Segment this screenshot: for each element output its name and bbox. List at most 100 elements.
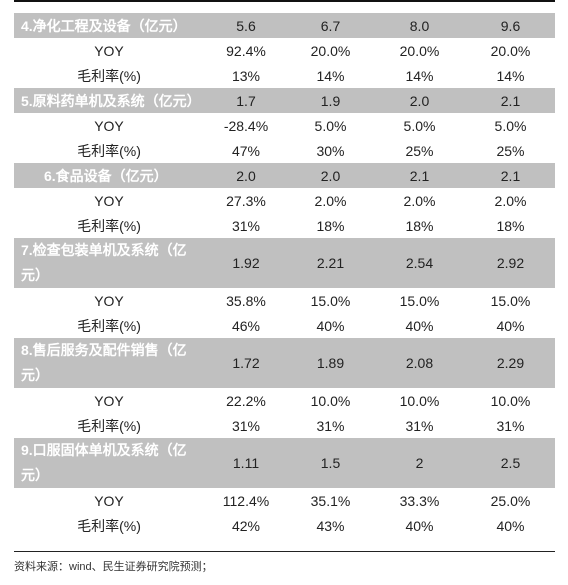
margin-label: 毛利率(%) — [77, 417, 141, 434]
section-title: 6.食品设备（亿元） — [14, 163, 204, 188]
section-title: 5.原料药单机及系统（亿元） — [14, 88, 204, 113]
margin-cell: 31% — [231, 417, 261, 434]
yoy-cell: -28.4% — [223, 117, 269, 134]
yoy-cell: 20.0% — [310, 42, 351, 59]
margin-row: 毛利率(%) 31% 18% 18% 18% — [14, 213, 555, 238]
yoy-label: YOY — [94, 492, 124, 509]
yoy-label: YOY — [94, 392, 124, 409]
value-cell: 1.9 — [288, 88, 373, 113]
yoy-cell: 33.3% — [399, 492, 440, 509]
yoy-row: YOY -28.4% 5.0% 5.0% 5.0% — [14, 113, 555, 138]
yoy-cell: 25.0% — [490, 492, 531, 509]
yoy-cell: 15.0% — [490, 292, 531, 309]
margin-label: 毛利率(%) — [77, 317, 141, 334]
section-header-row: 7.检查包装单机及系统（亿元） 1.92 2.21 2.54 2.92 — [14, 238, 555, 288]
margin-row: 毛利率(%) 47% 30% 25% 25% — [14, 138, 555, 163]
value-cell: 5.6 — [204, 13, 288, 38]
margin-row: 毛利率(%) 42% 43% 40% 40% — [14, 513, 555, 538]
margin-cell: 14% — [405, 67, 434, 84]
value-cell: 1.7 — [204, 88, 288, 113]
yoy-cell: 2.0% — [314, 192, 347, 209]
yoy-cell: 112.4% — [222, 492, 270, 509]
margin-cell: 42% — [231, 517, 261, 534]
margin-cell: 43% — [316, 517, 345, 534]
margin-cell: 31% — [316, 417, 345, 434]
section-title: 9.口服固体单机及系统（亿元） — [14, 438, 204, 488]
margin-cell: 30% — [316, 142, 345, 159]
margin-label: 毛利率(%) — [77, 517, 141, 534]
section-title: 4.净化工程及设备（亿元） — [14, 13, 204, 38]
yoy-row: YOY 112.4% 35.1% 33.3% 25.0% — [14, 488, 555, 513]
section-header-row: 4.净化工程及设备（亿元） 5.6 6.7 8.0 9.6 — [14, 13, 555, 38]
value-cell: 2.0 — [288, 163, 373, 188]
margin-label: 毛利率(%) — [77, 217, 141, 234]
value-cell: 2.0 — [373, 88, 466, 113]
yoy-cell: 35.1% — [310, 492, 351, 509]
value-cell: 2 — [373, 438, 466, 488]
forecast-table: 4.净化工程及设备（亿元） 5.6 6.7 8.0 9.6 YOY 92.4% … — [14, 13, 555, 538]
margin-cell: 40% — [316, 317, 345, 334]
margin-cell: 46% — [231, 317, 261, 334]
value-cell: 1.72 — [204, 338, 288, 388]
value-cell: 2.21 — [288, 238, 373, 288]
section-header-row: 5.原料药单机及系统（亿元） 1.7 1.9 2.0 2.1 — [14, 88, 555, 113]
yoy-cell: 22.2% — [226, 392, 266, 409]
value-cell: 9.6 — [466, 13, 555, 38]
section-title: 8.售后服务及配件销售（亿元） — [14, 338, 204, 388]
margin-cell: 31% — [231, 217, 261, 234]
yoy-row: YOY 92.4% 20.0% 20.0% 20.0% — [14, 38, 555, 63]
margin-row: 毛利率(%) 31% 31% 31% 31% — [14, 413, 555, 438]
yoy-label: YOY — [94, 42, 124, 59]
top-rule — [14, 0, 555, 2]
value-cell: 2.1 — [466, 88, 555, 113]
yoy-cell: 27.3% — [226, 192, 266, 209]
yoy-cell: 5.0% — [314, 117, 347, 134]
yoy-cell: 15.0% — [399, 292, 440, 309]
margin-cell: 14% — [496, 67, 525, 84]
value-cell: 2.1 — [466, 163, 555, 188]
yoy-cell: 35.8% — [226, 292, 266, 309]
margin-cell: 13% — [231, 67, 261, 84]
margin-cell: 18% — [496, 217, 525, 234]
yoy-cell: 10.0% — [490, 392, 531, 409]
margin-cell: 40% — [405, 517, 434, 534]
yoy-label: YOY — [94, 117, 124, 134]
yoy-row: YOY 22.2% 10.0% 10.0% 10.0% — [14, 388, 555, 413]
yoy-cell: 2.0% — [403, 192, 436, 209]
yoy-cell: 10.0% — [399, 392, 440, 409]
margin-label: 毛利率(%) — [77, 67, 141, 84]
yoy-cell: 20.0% — [399, 42, 440, 59]
value-cell: 2.08 — [373, 338, 466, 388]
section-header-row: 6.食品设备（亿元） 2.0 2.0 2.1 2.1 — [14, 163, 555, 188]
margin-cell: 25% — [496, 142, 525, 159]
yoy-row: YOY 35.8% 15.0% 15.0% 15.0% — [14, 288, 555, 313]
margin-row: 毛利率(%) 46% 40% 40% 40% — [14, 313, 555, 338]
value-cell: 2.5 — [466, 438, 555, 488]
value-cell: 2.1 — [373, 163, 466, 188]
yoy-cell: 2.0% — [494, 192, 527, 209]
margin-cell: 40% — [496, 517, 525, 534]
value-cell: 1.89 — [288, 338, 373, 388]
value-cell: 6.7 — [288, 13, 373, 38]
margin-cell: 31% — [405, 417, 434, 434]
source-note: 资料来源：wind、民生证券研究院预测； — [14, 551, 555, 574]
value-cell: 2.29 — [466, 338, 555, 388]
margin-cell: 47% — [231, 142, 261, 159]
margin-cell: 31% — [496, 417, 525, 434]
yoy-label: YOY — [94, 292, 124, 309]
margin-cell: 18% — [316, 217, 345, 234]
margin-cell: 40% — [405, 317, 434, 334]
yoy-cell: 92.4% — [226, 42, 266, 59]
value-cell: 2.92 — [466, 238, 555, 288]
margin-label: 毛利率(%) — [77, 142, 141, 159]
value-cell: 2.54 — [373, 238, 466, 288]
margin-cell: 25% — [405, 142, 434, 159]
margin-cell: 40% — [496, 317, 525, 334]
yoy-cell: 20.0% — [490, 42, 531, 59]
value-cell: 8.0 — [373, 13, 466, 38]
margin-cell: 18% — [405, 217, 434, 234]
section-header-row: 9.口服固体单机及系统（亿元） 1.11 1.5 2 2.5 — [14, 438, 555, 488]
section-header-row: 8.售后服务及配件销售（亿元） 1.72 1.89 2.08 2.29 — [14, 338, 555, 388]
value-cell: 1.11 — [204, 438, 288, 488]
value-cell: 1.92 — [204, 238, 288, 288]
